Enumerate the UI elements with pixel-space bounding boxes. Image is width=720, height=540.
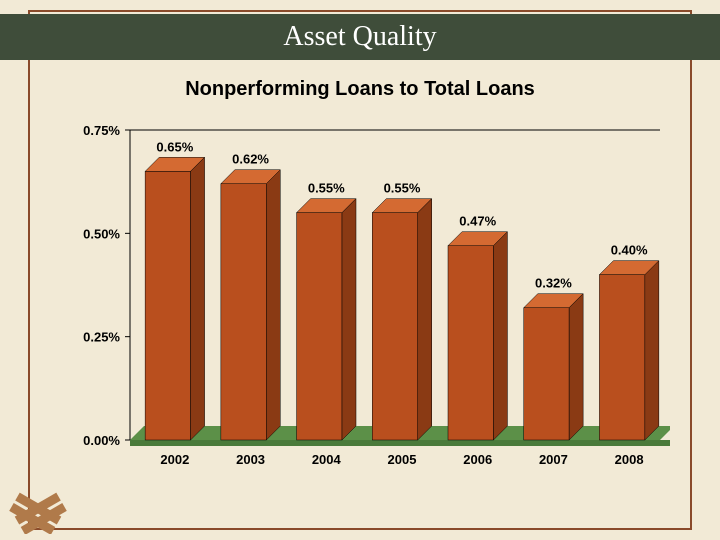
value-label: 0.47% xyxy=(459,214,496,229)
category-label: 2008 xyxy=(615,452,644,467)
slide-root: Asset Quality Nonperforming Loans to Tot… xyxy=(0,0,720,540)
category-label: 2007 xyxy=(539,452,568,467)
subtitle-text: Nonperforming Loans to Total Loans xyxy=(0,78,720,101)
chart-area: 0.00% 0.25% 0.50% 0.75% 0.65% 2002 0.62% 2003 0.… xyxy=(60,120,670,480)
title-text: Asset Quality xyxy=(283,21,436,53)
svg-text:0.25%: 0.25% xyxy=(83,330,120,345)
category-label: 2002 xyxy=(160,452,189,467)
bar xyxy=(599,275,644,440)
svg-text:0.50%: 0.50% xyxy=(83,226,120,241)
value-label: 0.55% xyxy=(308,181,345,196)
bar xyxy=(372,213,417,440)
bar-chart: 0.00% 0.25% 0.50% 0.75% 0.65% 2002 0.62% 2003 0.… xyxy=(60,120,670,480)
value-label: 0.40% xyxy=(611,243,648,258)
title-bar: Asset Quality xyxy=(0,14,720,60)
bar xyxy=(448,246,493,440)
value-label: 0.62% xyxy=(232,152,269,167)
category-label: 2005 xyxy=(388,452,417,467)
bar xyxy=(145,171,190,440)
value-label: 0.65% xyxy=(156,139,193,154)
value-label: 0.32% xyxy=(535,276,572,291)
bar xyxy=(297,213,342,440)
category-label: 2004 xyxy=(312,452,342,467)
svg-text:0.75%: 0.75% xyxy=(83,123,120,138)
knot-icon xyxy=(8,484,68,534)
brand-logo xyxy=(8,484,68,534)
category-label: 2003 xyxy=(236,452,265,467)
value-label: 0.55% xyxy=(384,181,421,196)
svg-text:0.00%: 0.00% xyxy=(83,433,120,448)
bar xyxy=(221,184,266,440)
category-label: 2006 xyxy=(463,452,492,467)
bar xyxy=(524,308,569,440)
